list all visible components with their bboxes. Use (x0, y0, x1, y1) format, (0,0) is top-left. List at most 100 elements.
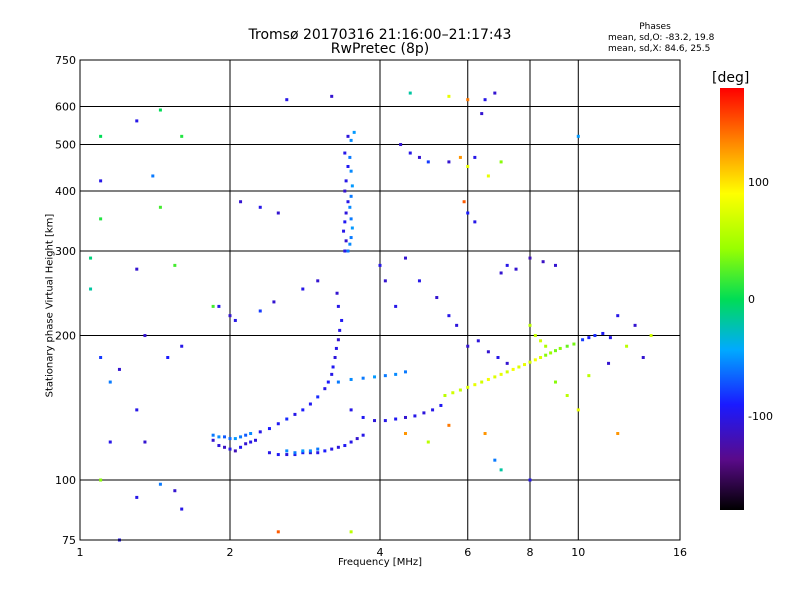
data-point (553, 263, 557, 267)
data-point (553, 380, 557, 384)
data-point (135, 408, 139, 412)
data-point (483, 432, 487, 436)
data-point (348, 242, 352, 246)
data-point (496, 355, 500, 359)
x-tick-label: 8 (527, 546, 534, 559)
data-point (466, 385, 470, 389)
data-point (340, 318, 344, 322)
grid-lines (80, 60, 680, 540)
data-point (466, 211, 470, 215)
data-point (523, 363, 527, 367)
y-tick-label: 75 (62, 534, 76, 547)
data-point (211, 438, 215, 442)
data-point (528, 256, 532, 260)
data-point (528, 478, 532, 482)
data-point (346, 164, 350, 168)
data-point (343, 444, 347, 448)
data-point (253, 438, 257, 442)
data-point (348, 205, 352, 209)
data-point (346, 249, 350, 253)
data-point (158, 205, 162, 209)
data-point (336, 445, 340, 449)
data-point (293, 451, 297, 455)
data-point (431, 408, 435, 412)
data-point (476, 339, 480, 343)
chart-title: Tromsø 20170316 21:16:00–21:17:43 (248, 27, 512, 43)
data-point (403, 432, 407, 436)
data-point (587, 374, 591, 378)
data-point (572, 342, 576, 346)
data-point (373, 375, 377, 379)
chart-subtitle: RwPretec (8p) (330, 41, 430, 57)
data-point (180, 344, 184, 348)
data-point (616, 314, 620, 318)
x-tick-label: 1 (77, 546, 84, 559)
data-point (361, 376, 365, 380)
phase-stats: Phases mean, sd,O: -83.2, 19.8 mean, sd,… (596, 22, 796, 55)
data-point (473, 155, 477, 159)
data-point (343, 249, 347, 253)
data-point (239, 435, 243, 439)
data-point (505, 370, 509, 374)
data-point (349, 138, 353, 142)
data-point (244, 433, 248, 437)
colorbar-label: [deg] (712, 70, 750, 86)
data-point (244, 442, 248, 446)
data-point (426, 440, 430, 444)
data-point (99, 179, 103, 183)
data-point (408, 151, 412, 155)
data-point (99, 478, 103, 482)
data-point (505, 361, 509, 365)
data-point (323, 449, 327, 453)
data-point (403, 415, 407, 419)
colorbar (720, 88, 744, 510)
data-point (493, 91, 497, 95)
data-point (249, 440, 253, 444)
data-point (361, 433, 365, 437)
data-point (349, 217, 353, 221)
data-point (173, 263, 177, 267)
data-point (343, 220, 347, 224)
data-point (403, 370, 407, 374)
data-point (336, 380, 340, 384)
data-point (493, 375, 497, 379)
y-tick-label: 600 (55, 101, 76, 114)
colorbar-tick-label: 0 (748, 293, 755, 306)
data-point (301, 451, 305, 455)
data-point (301, 449, 305, 453)
data-point (211, 304, 215, 308)
data-point (99, 355, 103, 359)
data-point (486, 174, 490, 178)
data-point (473, 383, 477, 387)
data-point (565, 394, 569, 398)
data-point (323, 387, 327, 391)
data-point (447, 423, 451, 427)
data-point (473, 220, 477, 224)
data-point (258, 309, 262, 313)
colorbar-tick-label: -100 (748, 410, 773, 423)
data-point (211, 433, 215, 437)
data-point (413, 414, 417, 418)
data-point (417, 279, 421, 283)
data-points (89, 91, 653, 542)
data-point (447, 314, 451, 318)
data-point (383, 374, 387, 378)
data-point (135, 495, 139, 499)
data-point (285, 417, 289, 421)
data-point (285, 449, 289, 453)
data-point (486, 350, 490, 354)
data-point (89, 287, 93, 291)
data-point (451, 391, 455, 395)
data-point (581, 338, 585, 342)
data-point (455, 323, 459, 327)
data-point (308, 449, 312, 453)
data-point (533, 334, 537, 338)
data-point (346, 134, 350, 138)
y-tick-label: 500 (55, 139, 76, 152)
data-point (349, 194, 353, 198)
data-point (480, 380, 484, 384)
data-point (499, 372, 503, 376)
data-point (505, 263, 509, 267)
data-point (99, 217, 103, 221)
data-point (349, 377, 353, 381)
